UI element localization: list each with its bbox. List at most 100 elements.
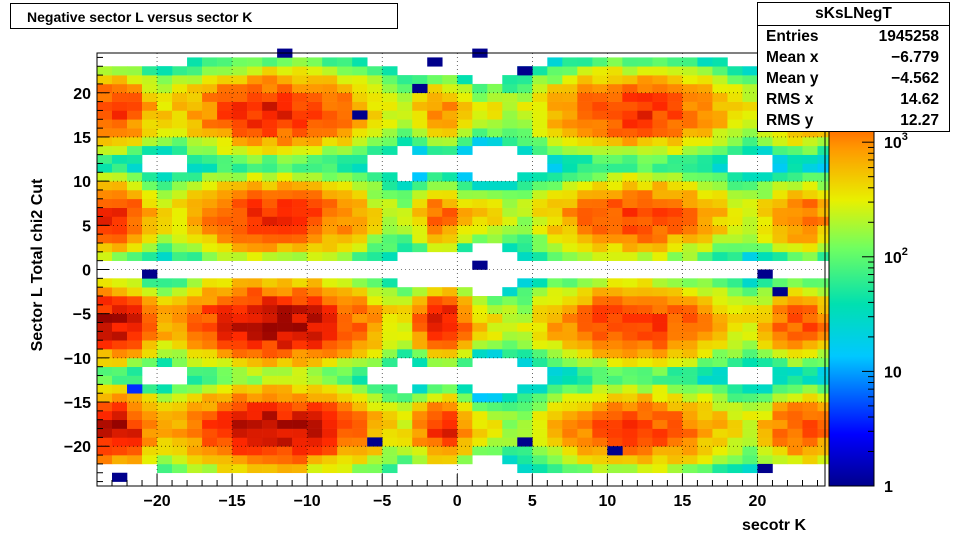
heatmap-cell bbox=[412, 101, 428, 111]
heatmap-cell bbox=[712, 349, 728, 359]
heatmap-cell bbox=[337, 384, 353, 394]
heatmap-cell bbox=[337, 154, 353, 164]
heatmap-cell bbox=[187, 181, 203, 191]
heatmap-cell bbox=[202, 110, 218, 120]
heatmap-cell bbox=[382, 437, 398, 447]
heatmap-cell bbox=[442, 242, 458, 253]
heatmap-cell bbox=[142, 145, 158, 155]
heatmap-cell bbox=[157, 145, 173, 155]
heatmap-cell bbox=[622, 83, 638, 94]
heatmap-cell bbox=[457, 340, 473, 350]
heatmap-cell bbox=[517, 446, 533, 456]
heatmap-cell bbox=[547, 278, 563, 288]
heatmap-cell bbox=[307, 287, 323, 297]
heatmap-cell bbox=[322, 357, 338, 368]
heatmap-cell bbox=[712, 375, 728, 385]
heatmap-cell bbox=[772, 207, 788, 217]
heatmap-cell bbox=[202, 287, 218, 297]
heatmap-cell bbox=[427, 410, 443, 421]
heatmap-cell bbox=[757, 393, 773, 403]
heatmap-cell bbox=[352, 357, 368, 368]
heatmap-cell bbox=[157, 181, 173, 191]
heatmap-cell bbox=[412, 393, 428, 403]
heatmap-cell bbox=[577, 349, 593, 359]
heatmap-cell bbox=[217, 145, 233, 155]
heatmap-cell bbox=[727, 119, 743, 129]
heatmap-cell bbox=[592, 357, 608, 368]
heatmap-cell bbox=[532, 428, 548, 438]
heatmap-cell bbox=[202, 313, 218, 323]
heatmap-cell bbox=[382, 110, 398, 120]
heatmap-cell bbox=[592, 242, 608, 253]
heatmap-cell bbox=[157, 119, 173, 129]
heatmap-cell bbox=[367, 119, 383, 129]
heatmap-cell bbox=[262, 340, 278, 350]
heatmap-cell bbox=[142, 234, 158, 244]
heatmap-cell bbox=[712, 455, 728, 465]
heatmap-cell bbox=[517, 410, 533, 421]
heatmap-cell bbox=[637, 304, 653, 314]
heatmap-cell bbox=[622, 75, 638, 85]
heatmap-cell bbox=[517, 287, 533, 297]
heatmap-cell bbox=[127, 331, 143, 341]
heatmap-cell bbox=[292, 340, 308, 350]
heatmap-cell bbox=[172, 189, 188, 200]
heatmap-cell bbox=[682, 278, 698, 288]
heatmap-cell bbox=[772, 393, 788, 403]
heatmap-cell bbox=[307, 455, 323, 465]
heatmap-cell bbox=[472, 446, 488, 456]
heatmap-cell bbox=[277, 110, 293, 120]
heatmap-cell bbox=[697, 287, 713, 297]
heatmap-cell bbox=[217, 410, 233, 421]
heatmap-cell bbox=[637, 172, 653, 182]
heatmap-cell bbox=[772, 349, 788, 359]
heatmap-cell bbox=[607, 57, 623, 67]
heatmap-cell bbox=[292, 437, 308, 447]
heatmap-cell bbox=[382, 446, 398, 456]
heatmap-cell bbox=[502, 181, 518, 191]
heatmap-cell bbox=[232, 419, 248, 429]
heatmap-cell bbox=[547, 357, 563, 368]
heatmap-cell bbox=[337, 419, 353, 429]
heatmap-cell bbox=[607, 216, 623, 226]
heatmap-cell bbox=[187, 101, 203, 111]
heatmap-cell bbox=[592, 278, 608, 288]
heatmap-cell bbox=[607, 145, 623, 155]
heatmap-cell bbox=[337, 234, 353, 244]
heatmap-cell bbox=[292, 181, 308, 191]
heatmap-cell bbox=[112, 225, 128, 235]
heatmap-cell bbox=[247, 446, 263, 456]
heatmap-cell bbox=[772, 340, 788, 350]
heatmap-cell bbox=[352, 304, 368, 314]
heatmap-cell bbox=[562, 83, 578, 94]
heatmap-cell bbox=[652, 437, 668, 447]
heatmap-cell bbox=[502, 428, 518, 438]
heatmap-cell bbox=[562, 437, 578, 447]
heatmap-cell bbox=[127, 349, 143, 359]
heatmap-cell bbox=[562, 181, 578, 191]
heatmap-cell bbox=[382, 207, 398, 217]
heatmap-cell bbox=[427, 181, 443, 191]
heatmap-cell bbox=[322, 366, 338, 376]
heatmap-cell bbox=[442, 101, 458, 111]
heatmap-cell bbox=[457, 225, 473, 235]
heatmap-cell bbox=[322, 393, 338, 403]
heatmap-cell bbox=[427, 287, 443, 297]
heatmap-cell bbox=[607, 66, 623, 76]
heatmap-cell bbox=[322, 446, 338, 456]
heatmap-cell bbox=[277, 154, 293, 164]
heatmap-cell bbox=[427, 225, 443, 235]
heatmap-cell bbox=[607, 75, 623, 85]
heatmap-cell bbox=[622, 92, 638, 102]
heatmap-cell bbox=[562, 145, 578, 155]
stats-row-entries: Entries 1945258 bbox=[766, 28, 939, 45]
heatmap-cell bbox=[502, 136, 518, 147]
heatmap-cell bbox=[202, 455, 218, 465]
heatmap-cell bbox=[352, 198, 368, 208]
heatmap-cell bbox=[322, 154, 338, 164]
heatmap-cell bbox=[667, 75, 683, 85]
heatmap-cell bbox=[787, 198, 803, 208]
heatmap-cell bbox=[217, 296, 233, 306]
heatmap-cell bbox=[652, 66, 668, 76]
